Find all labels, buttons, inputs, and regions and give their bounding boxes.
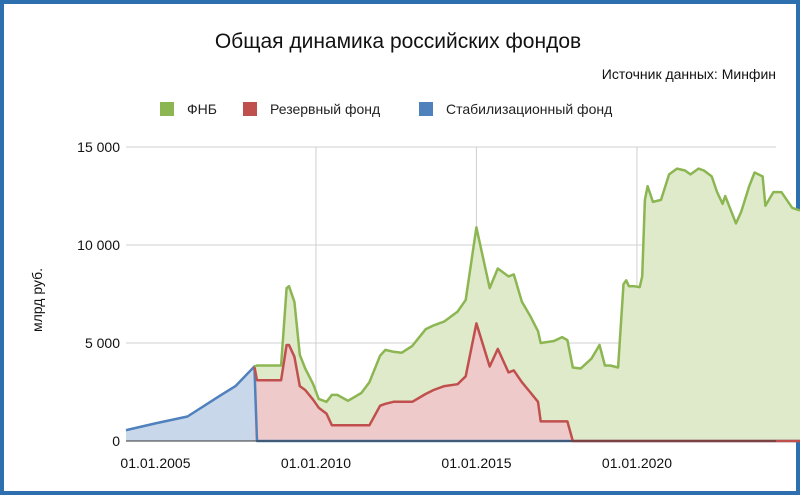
area-stabilization-fund [126,366,800,441]
legend-swatch [243,102,257,116]
y-tick-label: 10 000 [77,237,120,253]
source-note: Источник данных: Минфин [602,66,776,82]
y-tick-label: 0 [112,433,120,449]
legend-label: Резервный фонд [270,101,380,117]
x-tick-label: 01.01.2010 [281,455,351,471]
axes: 0 5 000 10 000 15 000 01.01.2005 01.01.2010 01… [77,139,776,471]
y-tick-label: 5 000 [85,335,120,351]
legend-swatch [419,102,433,116]
x-tick-label: 01.01.2005 [120,455,190,471]
y-axis-label: млрд руб. [29,268,45,332]
x-tick-label: 01.01.2020 [602,455,672,471]
legend-item-reserve-fund[interactable]: Резервный фонд [243,101,380,117]
chart-title: Общая динамика российских фондов [215,30,581,53]
legend-label: ФНБ [187,101,217,117]
area-fnb [254,168,800,441]
line-fnb [253,167,800,404]
line-stabilization-fund [125,365,800,443]
area-reserve-fund [254,323,800,441]
legend-item-stabilization-fund[interactable]: Стабилизационный фонд [419,101,612,117]
legend-label: Стабилизационный фонд [446,101,612,117]
legend-item-fnb[interactable]: ФНБ [160,101,217,117]
y-tick-label: 15 000 [77,139,120,155]
series-areas [126,168,800,441]
x-tick-label: 01.01.2015 [441,455,511,471]
legend-swatch [160,102,174,116]
legend: ФНБ Резервный фонд Стабилизационный фонд [160,101,612,117]
